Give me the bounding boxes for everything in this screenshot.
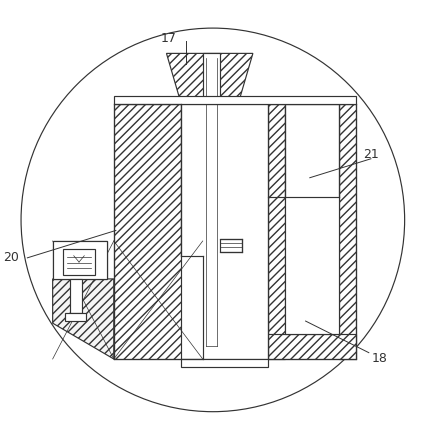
- Bar: [284, 104, 339, 334]
- Bar: [53, 241, 108, 279]
- Bar: [53, 241, 108, 279]
- Bar: [114, 95, 356, 104]
- Polygon shape: [114, 104, 203, 359]
- Polygon shape: [167, 53, 253, 104]
- Bar: [181, 359, 268, 368]
- Text: 18: 18: [371, 353, 387, 365]
- Bar: [65, 313, 86, 321]
- Bar: [63, 250, 95, 275]
- Bar: [181, 104, 268, 359]
- Bar: [339, 104, 356, 359]
- Bar: [70, 279, 82, 313]
- Bar: [221, 239, 242, 251]
- Text: 21: 21: [363, 148, 379, 161]
- Text: 20: 20: [3, 251, 19, 264]
- Bar: [268, 334, 356, 359]
- Text: 17: 17: [161, 32, 176, 45]
- Polygon shape: [53, 279, 114, 359]
- Bar: [203, 53, 221, 355]
- Bar: [268, 104, 284, 359]
